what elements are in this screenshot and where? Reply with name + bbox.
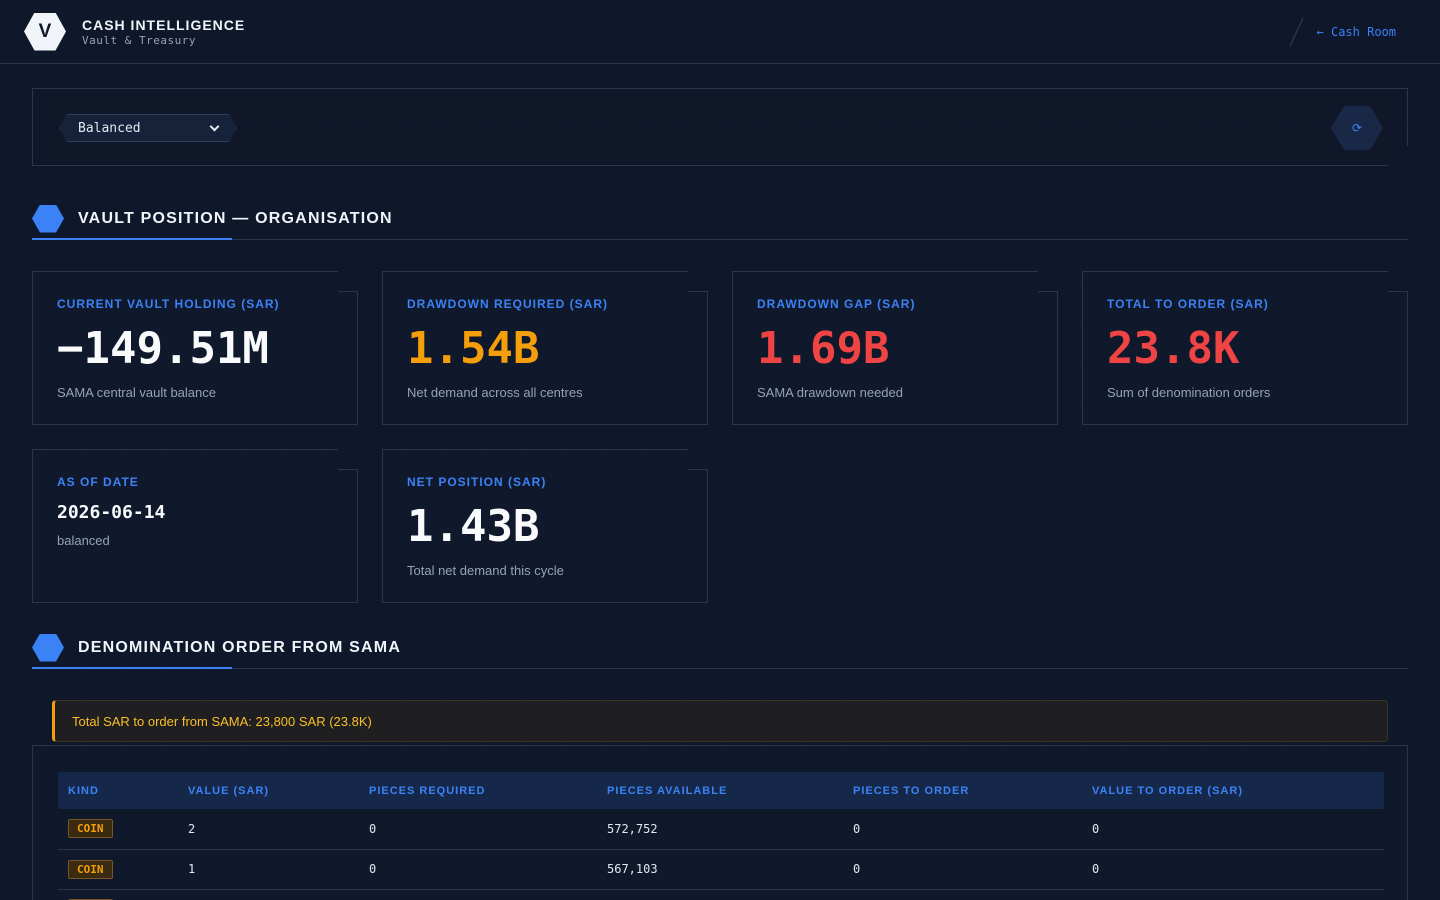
- column-header-value-to-order[interactable]: VALUE TO ORDER (SAR): [1092, 784, 1243, 797]
- app-title: CASH INTELLIGENCE: [82, 16, 246, 33]
- vault-section-header: VAULT POSITION — ORGANISATION: [32, 198, 1408, 240]
- card-value: 1.54B: [407, 323, 540, 374]
- divider: [1288, 16, 1304, 47]
- scenario-select-value: Balanced: [78, 120, 141, 136]
- card-label: CURRENT VAULT HOLDING (SAR): [57, 297, 280, 311]
- card-drawdown-gap: DRAWDOWN GAP (SAR) 1.69B SAMA drawdown n…: [732, 271, 1058, 425]
- kind-badge: COIN: [68, 819, 113, 839]
- card-label: TOTAL TO ORDER (SAR): [1107, 297, 1269, 311]
- top-bar: V CASH INTELLIGENCE Vault & Treasury ← C…: [0, 0, 1440, 64]
- logo-icon: V: [24, 12, 66, 51]
- cell-pieces-available: 572,752: [597, 809, 843, 850]
- back-to-cash-room-link[interactable]: ← Cash Room: [1316, 24, 1396, 39]
- cell-pieces-required: 0: [359, 849, 597, 890]
- kind-badge: COIN: [68, 859, 113, 879]
- chevron-down-icon: [210, 121, 220, 131]
- cell-value: [178, 889, 359, 900]
- banner-text: Total SAR to order from SAMA: 23,800 SAR…: [72, 713, 372, 729]
- card-label: AS OF DATE: [57, 475, 139, 489]
- cell-pieces-to-order: [843, 889, 1082, 900]
- card-current-vault-holding: CURRENT VAULT HOLDING (SAR) −149.51M SAM…: [32, 271, 358, 425]
- table-row[interactable]: COIN 1 0 567,103 0 0: [58, 849, 1384, 890]
- refresh-button[interactable]: ⟳: [1331, 106, 1383, 150]
- cell-value-to-order: 0: [1082, 809, 1384, 850]
- card-subtitle: SAMA drawdown needed: [757, 385, 903, 401]
- card-value: −149.51M: [57, 323, 269, 374]
- column-header-pieces-required[interactable]: PIECES REQUIRED: [369, 784, 486, 797]
- card-total-to-order: TOTAL TO ORDER (SAR) 23.8K Sum of denomi…: [1082, 271, 1408, 425]
- order-section-title: DENOMINATION ORDER FROM SAMA: [78, 638, 402, 656]
- cell-value: 1: [178, 849, 359, 890]
- card-subtitle: SAMA central vault balance: [57, 385, 216, 401]
- card-value: 23.8K: [1107, 323, 1240, 374]
- order-section-header: DENOMINATION ORDER FROM SAMA: [32, 627, 1408, 669]
- card-value: 1.69B: [757, 323, 890, 374]
- card-value: 2026-06-14: [57, 502, 166, 523]
- column-header-kind[interactable]: KIND: [68, 784, 99, 797]
- card-subtitle: Net demand across all centres: [407, 385, 583, 401]
- cell-kind: COIN: [58, 849, 178, 890]
- cell-pieces-required: [359, 889, 597, 900]
- card-drawdown-required: DRAWDOWN REQUIRED (SAR) 1.54B Net demand…: [382, 271, 708, 425]
- table-header-row: KIND VALUE (SAR) PIECES REQUIRED PIECES …: [58, 772, 1384, 809]
- card-label: NET POSITION (SAR): [407, 475, 547, 489]
- order-summary-banner: Total SAR to order from SAMA: 23,800 SAR…: [52, 700, 1388, 742]
- card-value: 1.43B: [407, 501, 540, 552]
- control-toolbar: Balanced ⟳: [32, 88, 1408, 166]
- cell-value: 2: [178, 809, 359, 850]
- cell-pieces-to-order: 0: [843, 849, 1082, 890]
- card-label: DRAWDOWN REQUIRED (SAR): [407, 297, 608, 311]
- card-subtitle: balanced: [57, 532, 110, 548]
- cell-kind: COIN: [58, 809, 178, 850]
- cell-value-to-order: [1082, 889, 1384, 900]
- cell-pieces-to-order: 0: [843, 809, 1082, 850]
- table-row[interactable]: [58, 889, 1384, 900]
- hexagon-icon: [32, 633, 64, 662]
- card-as-of-date: AS OF DATE 2026-06-14 balanced: [32, 449, 358, 603]
- cell-kind: [58, 889, 178, 900]
- column-header-pieces-to-order[interactable]: PIECES TO ORDER: [853, 784, 970, 797]
- card-net-position: NET POSITION (SAR) 1.43B Total net deman…: [382, 449, 708, 603]
- order-table-container: KIND VALUE (SAR) PIECES REQUIRED PIECES …: [32, 745, 1408, 900]
- card-subtitle: Total net demand this cycle: [407, 563, 564, 579]
- app-subtitle: Vault & Treasury: [82, 33, 196, 47]
- table-row[interactable]: COIN 2 0 572,752 0 0: [58, 809, 1384, 850]
- cell-pieces-available: [597, 889, 843, 900]
- hexagon-icon: [32, 204, 64, 233]
- denomination-order-table: KIND VALUE (SAR) PIECES REQUIRED PIECES …: [58, 772, 1384, 900]
- cell-value-to-order: 0: [1082, 849, 1384, 890]
- scenario-select[interactable]: Balanced: [59, 114, 237, 142]
- vault-section-title: VAULT POSITION — ORGANISATION: [78, 209, 393, 227]
- column-header-pieces-available[interactable]: PIECES AVAILABLE: [607, 784, 728, 797]
- cell-pieces-required: 0: [359, 809, 597, 850]
- card-label: DRAWDOWN GAP (SAR): [757, 297, 916, 311]
- column-header-value[interactable]: VALUE (SAR): [188, 784, 270, 797]
- card-subtitle: Sum of denomination orders: [1107, 385, 1271, 401]
- brand[interactable]: V CASH INTELLIGENCE Vault & Treasury: [24, 12, 246, 51]
- refresh-icon: ⟳: [1351, 121, 1363, 135]
- cell-pieces-available: 567,103: [597, 849, 843, 890]
